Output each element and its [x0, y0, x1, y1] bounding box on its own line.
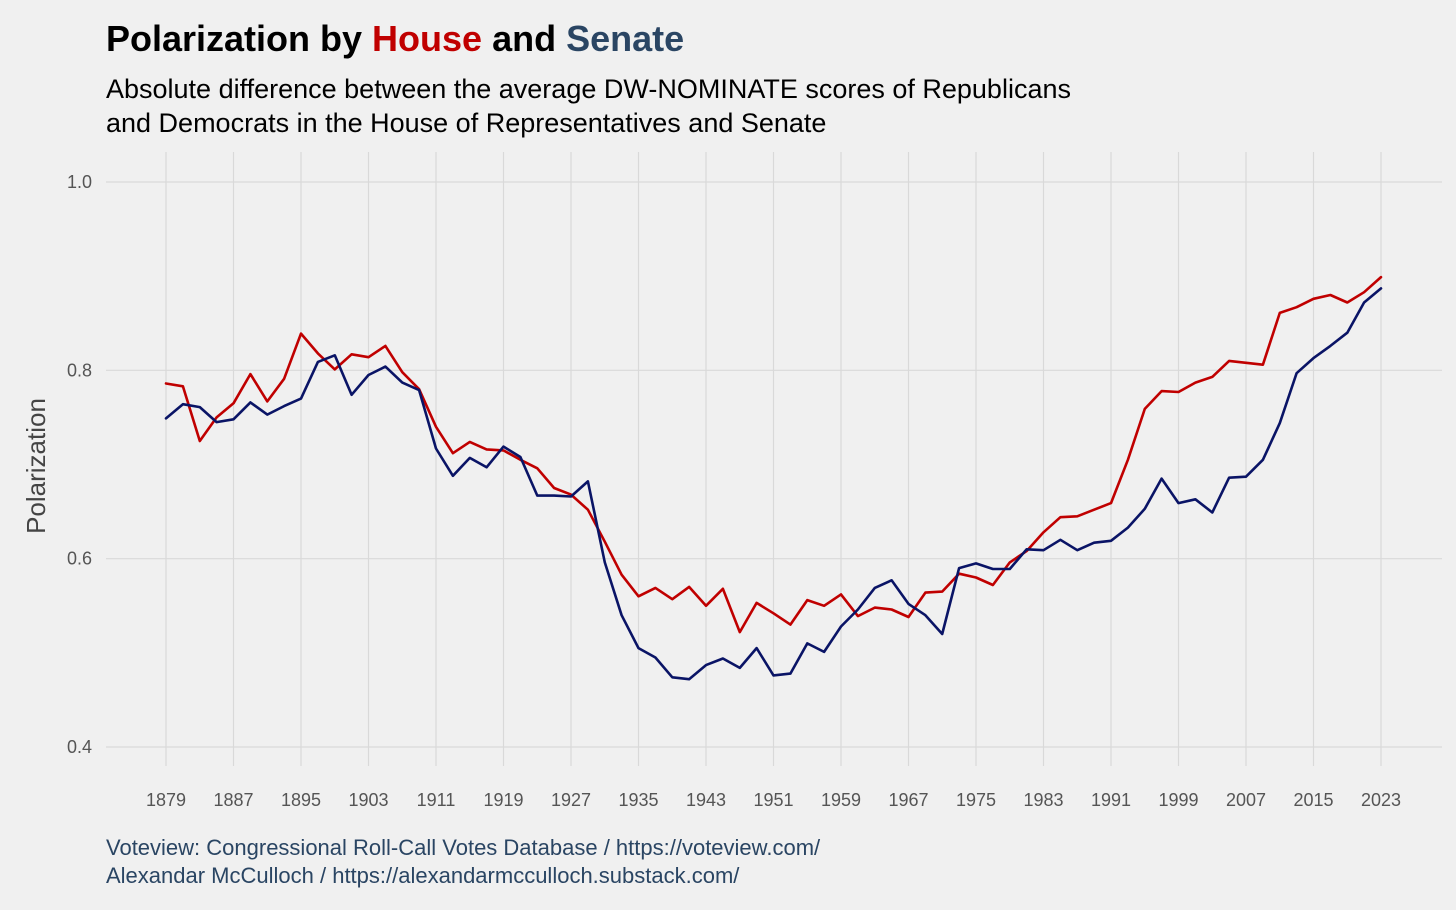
subtitle-line-1: Absolute difference between the average …	[106, 74, 1071, 104]
y-tick-label: 1.0	[67, 172, 92, 192]
x-tick-label: 1919	[483, 790, 523, 810]
series-layer	[164, 275, 1383, 681]
x-tick-label: 1983	[1023, 790, 1063, 810]
y-tick-label: 0.6	[67, 549, 92, 569]
x-tick-label: 1959	[821, 790, 861, 810]
grid-layer	[106, 152, 1442, 766]
y-axis-label: Polarization	[21, 398, 51, 534]
x-tick-label: 2015	[1293, 790, 1333, 810]
subtitle-line-2: and Democrats in the House of Representa…	[106, 108, 827, 138]
x-tick-label: 1999	[1158, 790, 1198, 810]
x-tick-label: 1887	[213, 790, 253, 810]
x-tick-label: 1975	[956, 790, 996, 810]
title-senate: Senate	[566, 18, 685, 59]
series-line-senate	[164, 287, 1383, 681]
x-tick-label: 2023	[1361, 790, 1401, 810]
x-tick-label: 1951	[753, 790, 793, 810]
series-line-house	[164, 275, 1383, 634]
x-tick-label: 1879	[146, 790, 186, 810]
x-tick-label: 1903	[348, 790, 388, 810]
x-tick-label: 1911	[417, 790, 456, 810]
x-tick-label: 1927	[551, 790, 591, 810]
chart-subtitle: Absolute difference between the average …	[106, 72, 1306, 140]
chart-title: Polarization by House and Senate	[106, 18, 684, 60]
axis-layer: 0.4 0.6 0.8 1.0 1879 1887 1895 1903 1911 1919 1927…	[67, 172, 1401, 810]
x-tick-label: 1991	[1091, 790, 1131, 810]
x-tick-label: 1967	[888, 790, 928, 810]
x-tick-label: 2007	[1226, 790, 1266, 810]
source-line-2: Alexandar McCulloch / https://alexandarm…	[106, 863, 740, 888]
x-tick-label: 1935	[618, 790, 658, 810]
title-house: House	[372, 18, 483, 59]
source-line-1: Voteview: Congressional Roll-Call Votes …	[106, 835, 821, 860]
y-tick-label: 0.4	[67, 737, 92, 757]
title-and: and	[482, 18, 567, 59]
title-prefix: Polarization by	[106, 18, 373, 59]
x-tick-label: 1943	[686, 790, 726, 810]
source-caption: Voteview: Congressional Roll-Call Votes …	[106, 834, 820, 890]
x-tick-label: 1895	[281, 790, 321, 810]
y-tick-label: 0.8	[67, 360, 92, 380]
